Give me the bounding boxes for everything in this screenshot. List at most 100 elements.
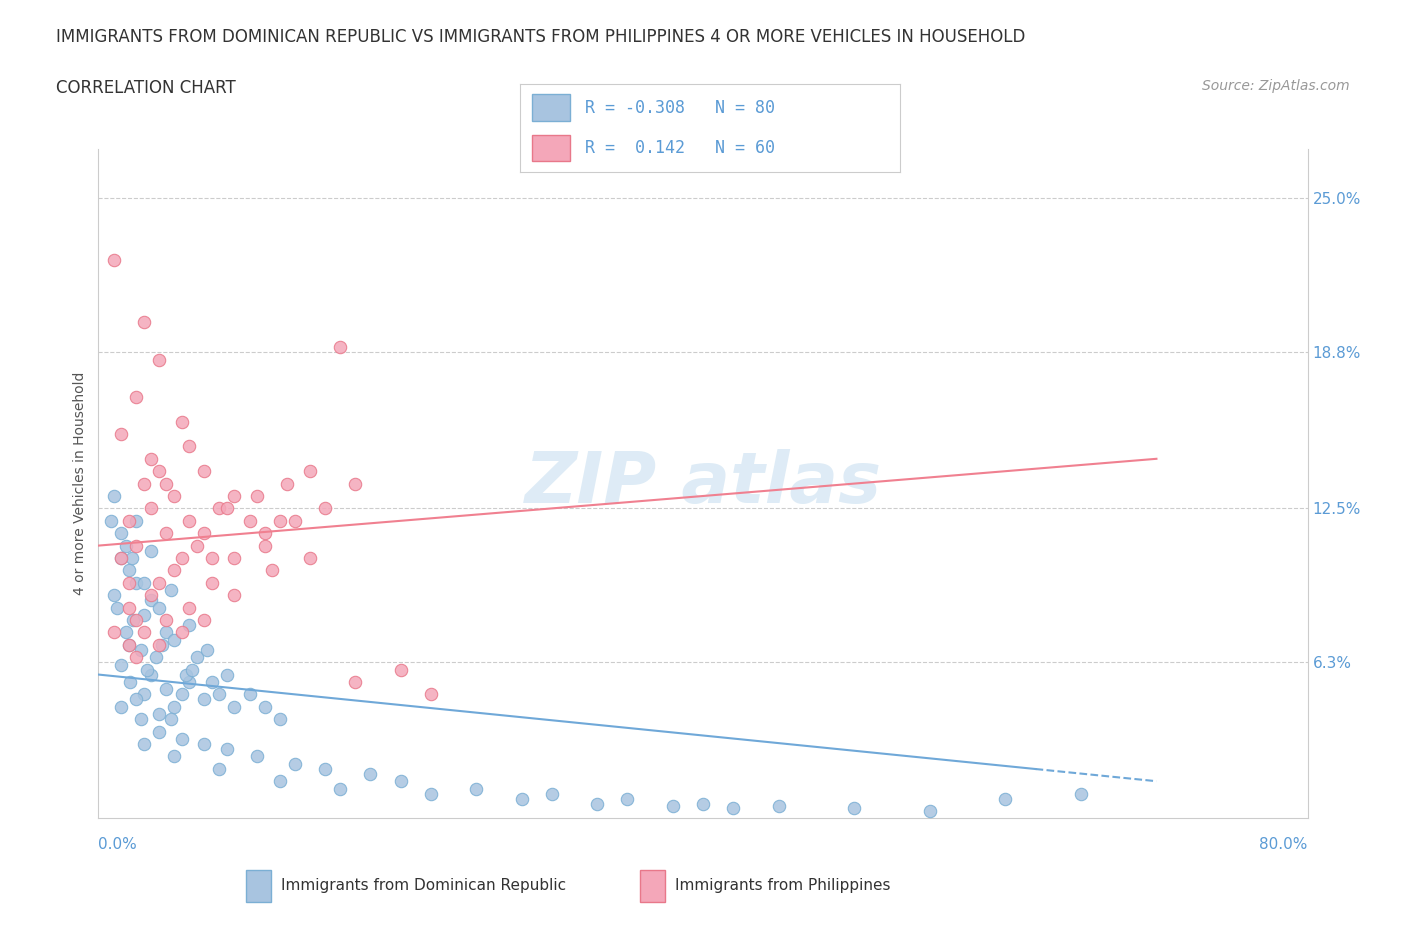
- Point: [163, 488, 186, 503]
- Point: [118, 576, 141, 591]
- FancyBboxPatch shape: [246, 870, 271, 902]
- Point: [148, 707, 170, 722]
- Point: [125, 613, 148, 628]
- Point: [314, 501, 336, 516]
- Point: [616, 791, 638, 806]
- Point: [193, 692, 215, 707]
- Point: [420, 786, 443, 801]
- Point: [541, 786, 564, 801]
- Point: [253, 538, 276, 553]
- Text: 0.0%: 0.0%: [98, 837, 138, 852]
- Point: [360, 766, 382, 781]
- Point: [160, 583, 183, 598]
- Point: [215, 501, 238, 516]
- Point: [114, 538, 136, 553]
- Point: [110, 658, 132, 672]
- Point: [768, 799, 790, 814]
- Point: [114, 625, 136, 640]
- Point: [148, 637, 170, 652]
- Point: [329, 781, 352, 796]
- Point: [215, 741, 238, 756]
- FancyBboxPatch shape: [640, 870, 665, 902]
- Point: [179, 674, 201, 689]
- Point: [132, 737, 155, 751]
- Point: [284, 513, 307, 528]
- Point: [118, 600, 141, 615]
- Point: [163, 699, 186, 714]
- Point: [155, 682, 177, 697]
- Point: [269, 513, 291, 528]
- Point: [100, 513, 122, 528]
- Point: [208, 762, 231, 777]
- Point: [118, 637, 141, 652]
- Point: [510, 791, 533, 806]
- Point: [284, 756, 307, 771]
- Point: [141, 588, 163, 603]
- Point: [118, 513, 141, 528]
- Point: [262, 563, 284, 578]
- Point: [692, 796, 714, 811]
- Point: [344, 674, 367, 689]
- Point: [132, 315, 155, 330]
- Point: [148, 464, 170, 479]
- Point: [201, 576, 224, 591]
- Point: [103, 253, 125, 268]
- Point: [174, 667, 197, 682]
- Point: [193, 613, 215, 628]
- Point: [120, 674, 142, 689]
- Point: [344, 476, 367, 491]
- Point: [420, 687, 443, 702]
- Text: Immigrants from Philippines: Immigrants from Philippines: [675, 878, 890, 893]
- Point: [201, 674, 224, 689]
- Point: [132, 625, 155, 640]
- Text: ZIP atlas: ZIP atlas: [524, 449, 882, 518]
- Point: [135, 662, 157, 677]
- Point: [246, 749, 269, 764]
- Point: [125, 390, 148, 405]
- Point: [186, 650, 208, 665]
- Point: [389, 662, 412, 677]
- Point: [110, 551, 132, 565]
- Point: [155, 613, 177, 628]
- Point: [141, 543, 163, 558]
- Y-axis label: 4 or more Vehicles in Household: 4 or more Vehicles in Household: [73, 372, 87, 595]
- Point: [155, 476, 177, 491]
- Point: [110, 427, 132, 442]
- Point: [103, 488, 125, 503]
- Point: [246, 488, 269, 503]
- Point: [1070, 786, 1092, 801]
- Point: [110, 699, 132, 714]
- FancyBboxPatch shape: [531, 135, 569, 162]
- Point: [193, 464, 215, 479]
- Point: [125, 692, 148, 707]
- Point: [163, 563, 186, 578]
- Text: 80.0%: 80.0%: [1260, 837, 1308, 852]
- Point: [201, 551, 224, 565]
- Point: [163, 632, 186, 647]
- Point: [132, 687, 155, 702]
- Point: [155, 625, 177, 640]
- Point: [269, 774, 291, 789]
- Point: [170, 732, 193, 747]
- Point: [105, 600, 128, 615]
- Point: [215, 667, 238, 682]
- Point: [179, 439, 201, 454]
- Point: [132, 576, 155, 591]
- Point: [125, 513, 148, 528]
- Point: [329, 339, 352, 354]
- Point: [170, 687, 193, 702]
- Point: [150, 637, 173, 652]
- Point: [103, 588, 125, 603]
- Point: [170, 625, 193, 640]
- Point: [160, 711, 183, 726]
- Point: [465, 781, 488, 796]
- Point: [110, 551, 132, 565]
- Text: IMMIGRANTS FROM DOMINICAN REPUBLIC VS IMMIGRANTS FROM PHILIPPINES 4 OR MORE VEHI: IMMIGRANTS FROM DOMINICAN REPUBLIC VS IM…: [56, 28, 1025, 46]
- Text: CORRELATION CHART: CORRELATION CHART: [56, 79, 236, 97]
- Point: [314, 762, 336, 777]
- Point: [103, 625, 125, 640]
- Point: [181, 662, 204, 677]
- Point: [170, 551, 193, 565]
- Point: [269, 711, 291, 726]
- Point: [186, 538, 208, 553]
